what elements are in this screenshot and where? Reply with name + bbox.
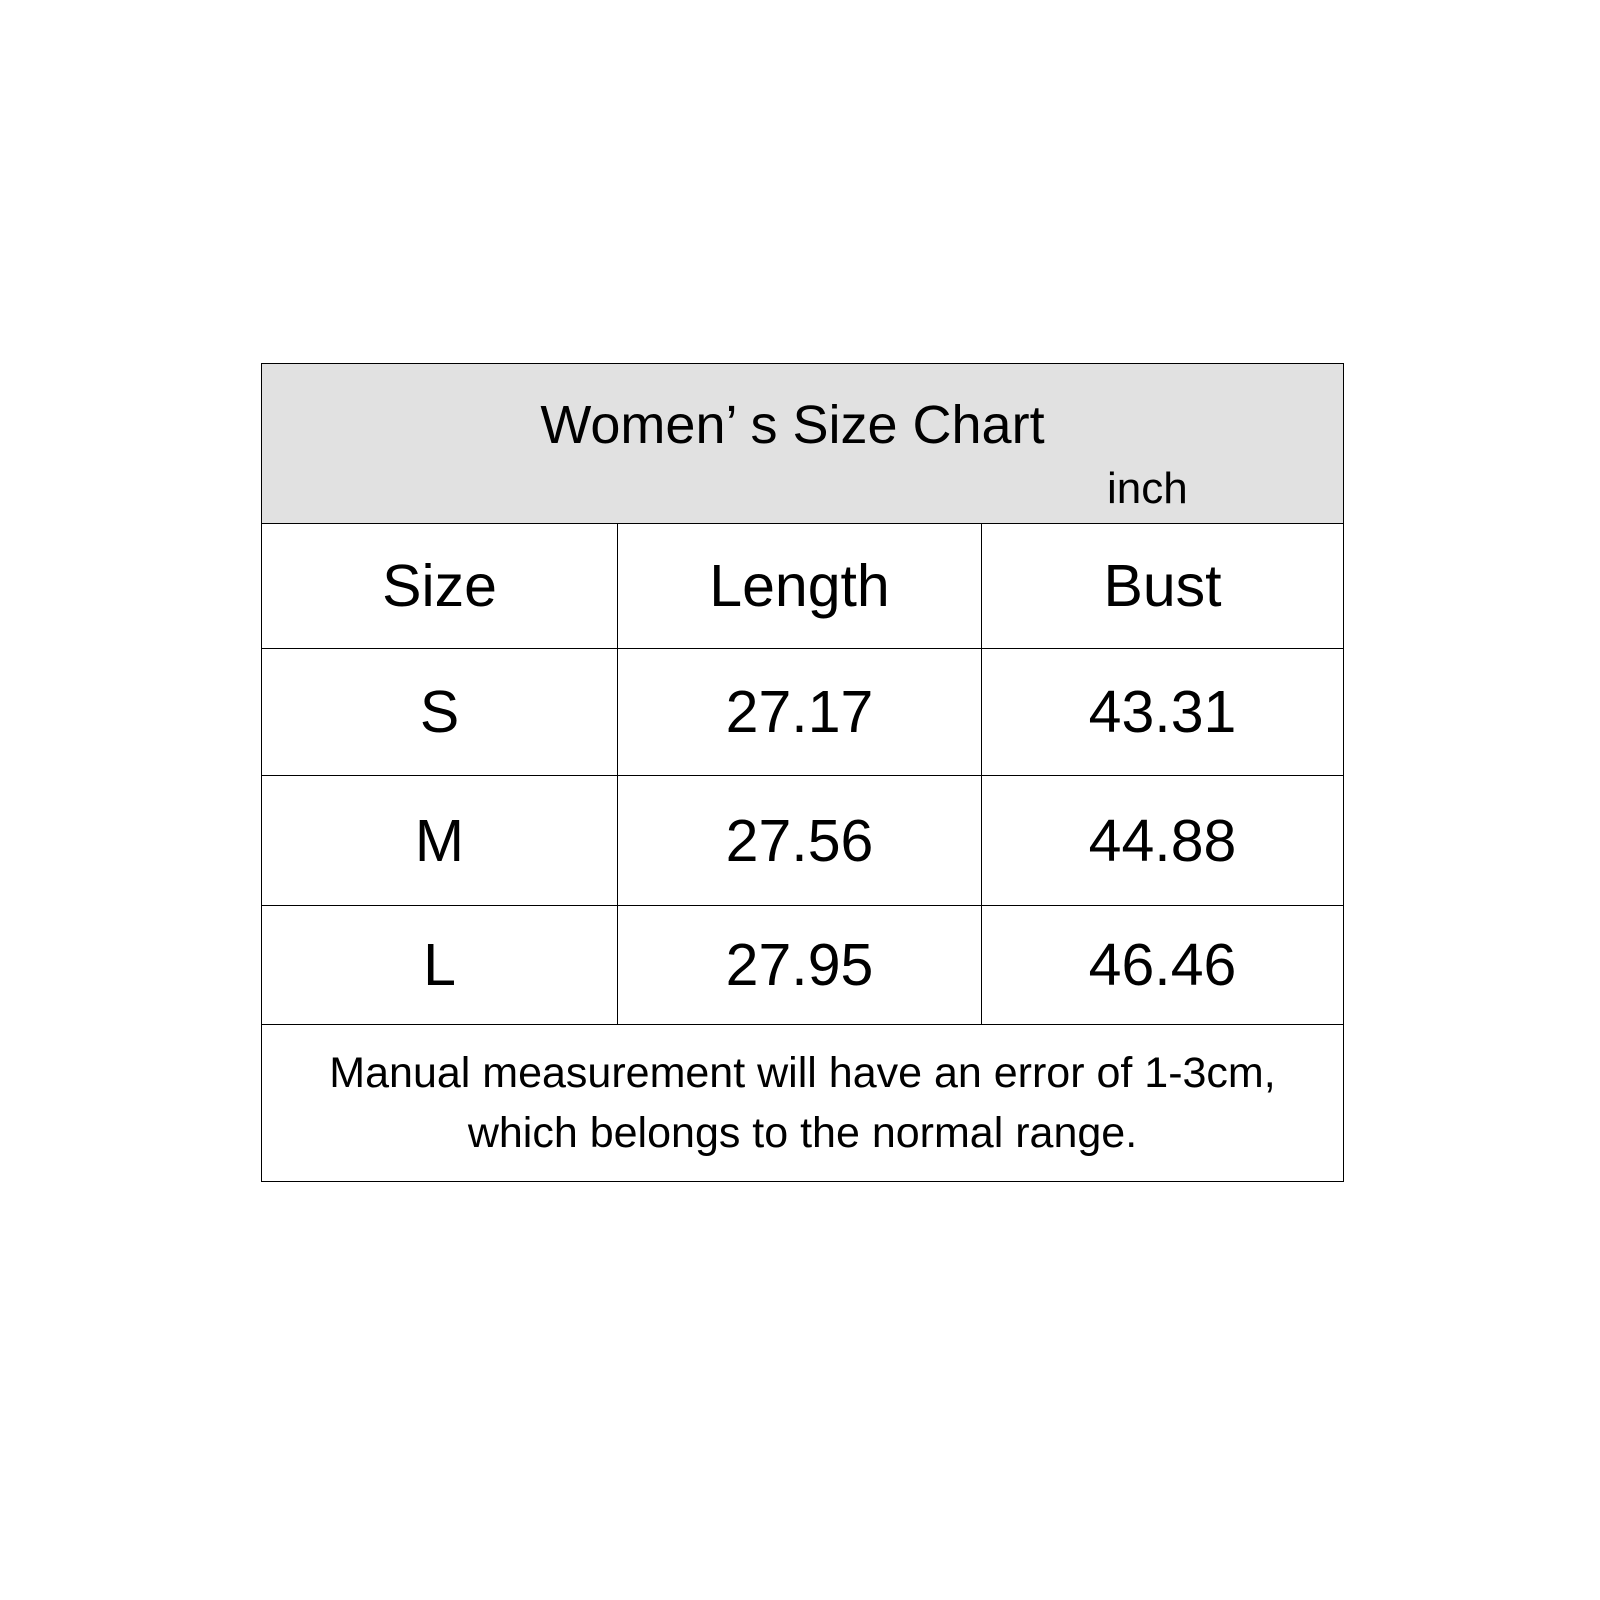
header-length: Length (618, 524, 982, 648)
cell-size: S (262, 649, 618, 775)
cell-size: M (262, 776, 618, 905)
chart-title: Women’ s Size Chart (540, 395, 1045, 455)
size-chart-table: Women’ s Size Chart inch Size Length Bus… (261, 363, 1344, 1182)
unit-label: inch (1107, 464, 1188, 513)
cell-length: 27.17 (618, 649, 982, 775)
table-row: L 27.95 46.46 (262, 906, 1343, 1025)
cell-size: L (262, 906, 618, 1024)
cell-length: 27.95 (618, 906, 982, 1024)
header-bust: Bust (1103, 553, 1222, 619)
measurement-note: Manual measurement will have an error of… (262, 1024, 1343, 1181)
table-row: S 27.17 43.31 (262, 649, 1343, 776)
header-row: Size Length Bust (262, 524, 1343, 649)
table-row: M 27.56 44.88 (262, 776, 1343, 906)
cell-length: 27.56 (618, 776, 982, 905)
cell-bust: 43.31 (1088, 679, 1237, 745)
title-bar: Women’ s Size Chart inch (262, 364, 1343, 524)
note-line-1: Manual measurement will have an error of… (329, 1048, 1276, 1097)
header-size: Size (262, 524, 618, 648)
cell-bust: 44.88 (1088, 807, 1237, 874)
cell-bust: 46.46 (1088, 932, 1237, 998)
note-line-2: which belongs to the normal range. (467, 1108, 1138, 1157)
